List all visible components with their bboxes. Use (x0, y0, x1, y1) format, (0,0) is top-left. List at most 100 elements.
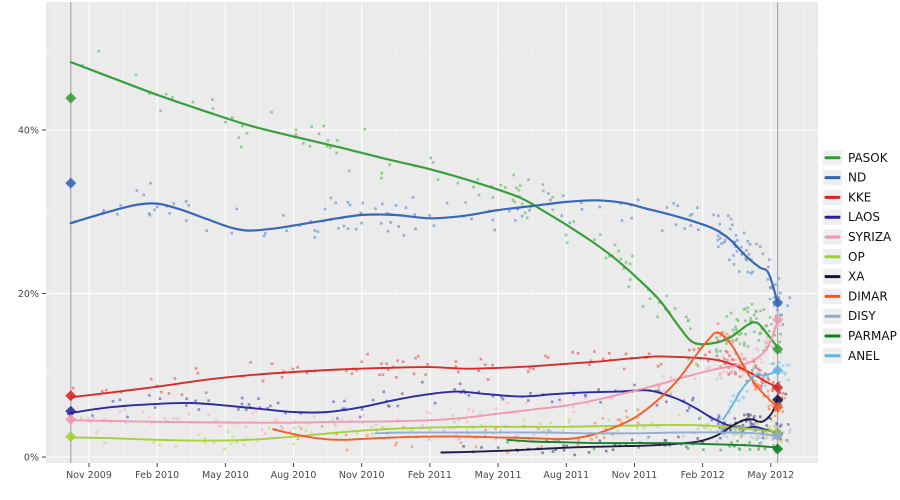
poll-point (296, 366, 299, 369)
poll-point (171, 96, 174, 99)
poll-point (779, 402, 782, 406)
poll-point (297, 425, 300, 428)
poll-point (756, 435, 759, 438)
poll-point (515, 186, 518, 190)
poll-point (740, 332, 743, 335)
poll-point (778, 390, 781, 393)
poll-point (682, 434, 685, 438)
poll-point (744, 332, 747, 336)
poll-point (715, 336, 718, 339)
poll-point (604, 449, 608, 453)
poll-point (746, 270, 750, 274)
poll-point (163, 417, 167, 420)
poll-point (743, 432, 747, 436)
poll-point (759, 357, 763, 361)
poll-point (735, 318, 739, 321)
poll-point (730, 441, 733, 444)
poll-point (175, 417, 179, 420)
poll-point (91, 414, 94, 417)
result-marker-ANEL-2012 (772, 364, 784, 376)
poll-point (185, 404, 188, 407)
poll-point (361, 201, 365, 205)
poll-point (375, 429, 379, 433)
poll-point (494, 427, 497, 431)
result-marker-OP-2009 (65, 431, 77, 443)
poll-point (737, 319, 740, 323)
poll-point (768, 297, 772, 301)
poll-point (160, 390, 163, 394)
poll-point (746, 413, 750, 417)
poll-point (759, 331, 762, 335)
poll-point (781, 364, 785, 368)
poll-point (734, 371, 737, 374)
poll-point (776, 308, 779, 312)
poll-point (749, 424, 753, 427)
poll-point (355, 369, 358, 372)
poll-point (696, 437, 700, 440)
poll-point (682, 399, 686, 403)
poll-point (413, 213, 416, 216)
poll-point (467, 407, 471, 411)
poll-point (745, 420, 748, 423)
poll-point (382, 390, 385, 394)
poll-point (658, 301, 661, 304)
poll-point (491, 394, 495, 398)
poll-point (282, 370, 285, 373)
poll-point (453, 388, 456, 391)
poll-point (477, 369, 480, 372)
poll-point (345, 448, 349, 452)
poll-point (211, 98, 214, 101)
poll-point (725, 315, 729, 318)
poll-point (379, 222, 383, 225)
poll-point (769, 287, 773, 290)
poll-point (454, 360, 458, 363)
poll-point (725, 339, 728, 343)
poll-point (718, 222, 722, 226)
poll-point (721, 355, 725, 358)
poll-point (203, 436, 207, 440)
poll-point (588, 363, 591, 367)
poll-point (310, 431, 314, 434)
poll-point (781, 392, 785, 395)
poll-point (551, 195, 554, 199)
poll-point (457, 370, 460, 374)
poll-point (457, 437, 460, 441)
poll-point (784, 371, 787, 375)
poll-point (608, 255, 611, 258)
poll-point (254, 409, 258, 413)
poll-point (704, 353, 707, 357)
poll-point (715, 348, 718, 351)
poll-point (707, 422, 710, 426)
poll-point (717, 414, 721, 417)
poll-point (310, 125, 313, 128)
trend-line-SYRIZA (69, 320, 779, 424)
poll-point (659, 362, 663, 366)
poll-point (738, 333, 741, 336)
poll-point (751, 369, 754, 372)
poll-point (651, 421, 654, 425)
poll-point (756, 371, 760, 374)
poll-point (194, 399, 197, 403)
poll-point (758, 369, 762, 372)
poll-point (741, 395, 745, 399)
poll-point (219, 424, 223, 428)
poll-point (565, 241, 569, 244)
poll-point (270, 362, 274, 365)
poll-point (754, 309, 758, 313)
poll-point (758, 442, 762, 445)
result-marker-XA-2012 (772, 394, 784, 406)
poll-point (685, 315, 688, 319)
poll-point (80, 416, 83, 420)
poll-point (572, 405, 575, 409)
poll-point (756, 367, 760, 371)
poll-point (688, 348, 691, 352)
poll-point (544, 354, 547, 358)
poll-point (223, 447, 226, 451)
poll-point (281, 427, 284, 430)
poll-point (401, 360, 405, 363)
poll-point (787, 423, 790, 426)
poll-point (304, 429, 308, 432)
poll-point (103, 418, 107, 421)
poll-point (616, 418, 620, 422)
poll-point (251, 412, 254, 415)
